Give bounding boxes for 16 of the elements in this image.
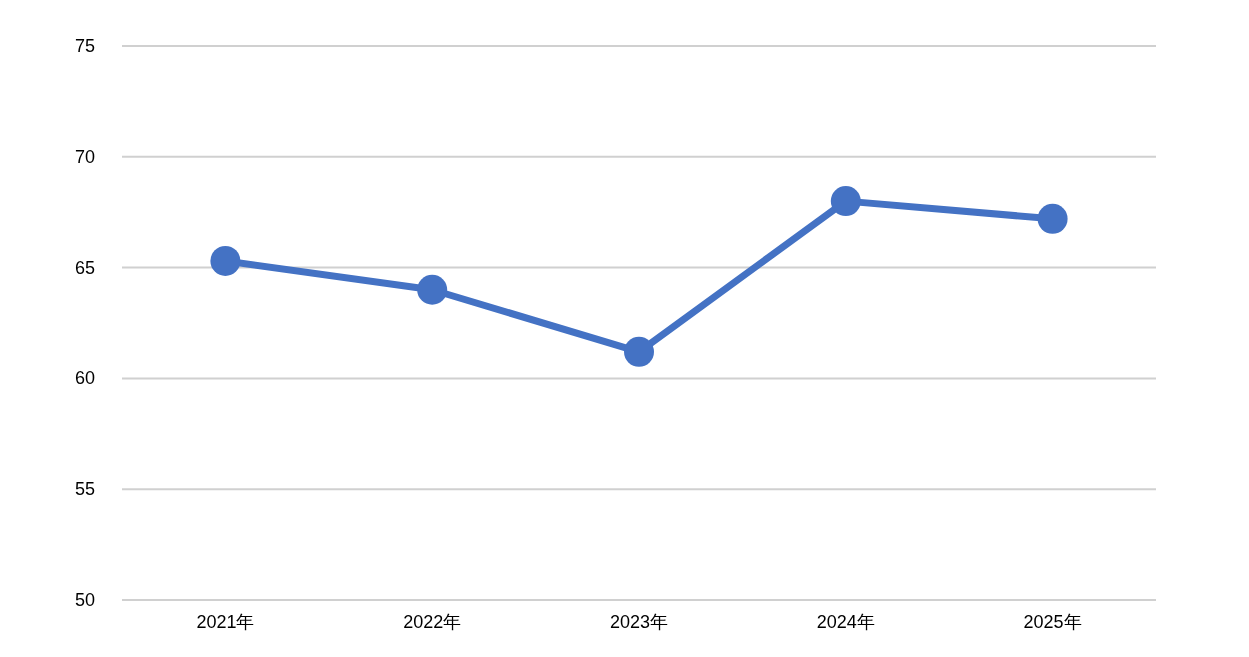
- point: [830, 186, 861, 217]
- ytick: 65: [74, 257, 95, 278]
- point: [624, 336, 654, 367]
- ytick: 75: [74, 36, 95, 56]
- xtick: 2023年: [610, 612, 668, 632]
- xtick: 2022年: [403, 612, 462, 632]
- xtick: 2021年: [196, 612, 255, 632]
- xtick: 2025年: [1023, 612, 1082, 632]
- ytick: 50: [74, 590, 95, 610]
- point: [1037, 203, 1068, 234]
- point: [417, 274, 448, 305]
- ytick: 70: [74, 146, 95, 167]
- xtick: 2024年: [816, 612, 875, 632]
- point: [210, 245, 241, 276]
- ytick: 55: [74, 479, 95, 500]
- ytick: 60: [74, 368, 95, 389]
